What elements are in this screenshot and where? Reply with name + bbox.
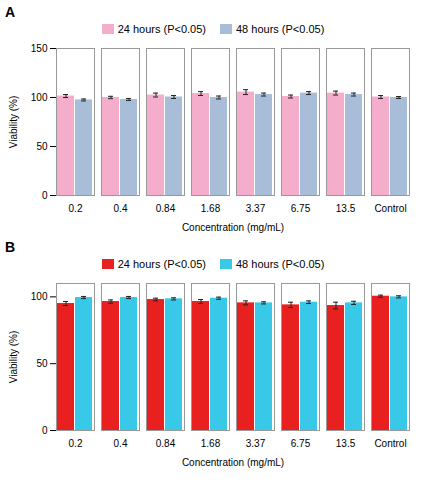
svg-text:Viability (%): Viability (%) [8, 331, 19, 384]
svg-text:1.68: 1.68 [201, 203, 221, 214]
svg-text:13.5: 13.5 [336, 203, 356, 214]
svg-text:100: 100 [31, 291, 48, 302]
svg-text:100: 100 [31, 92, 48, 103]
svg-text:0.4: 0.4 [114, 438, 128, 449]
svg-text:50: 50 [36, 141, 48, 152]
svg-text:Control: Control [374, 438, 406, 449]
svg-text:0: 0 [42, 425, 48, 436]
svg-text:6.75: 6.75 [291, 438, 311, 449]
svg-text:1.68: 1.68 [201, 438, 221, 449]
html-text:48 hours (P<0.05): 48 hours (P<0.05) [236, 258, 325, 270]
svg-text:13.5: 13.5 [336, 438, 356, 449]
svg-text:0.84: 0.84 [156, 203, 176, 214]
html-text:48 hours (P<0.05): 48 hours (P<0.05) [236, 23, 325, 35]
svg-text:150: 150 [31, 43, 48, 54]
svg-text:0.84: 0.84 [156, 438, 176, 449]
svg-text:6.75: 6.75 [291, 203, 311, 214]
html-text:A: A [5, 4, 16, 20]
svg-text:Control: Control [374, 203, 406, 214]
svg-text:0.4: 0.4 [114, 203, 128, 214]
html-text:24 hours (P<0.05): 24 hours (P<0.05) [117, 258, 206, 270]
svg-text:3.37: 3.37 [246, 203, 266, 214]
svg-text:Viability (%): Viability (%) [8, 96, 19, 149]
svg-text:0: 0 [42, 190, 48, 201]
html-text:B: B [5, 239, 16, 255]
svg-text:Concentration (mg/mL): Concentration (mg/mL) [182, 457, 284, 468]
svg-text:0.2: 0.2 [69, 438, 83, 449]
html-text:24 hours (P<0.05): 24 hours (P<0.05) [117, 23, 206, 35]
svg-text:3.37: 3.37 [246, 438, 266, 449]
svg-text:0.2: 0.2 [69, 203, 83, 214]
svg-text:50: 50 [36, 358, 48, 369]
svg-text:Concentration (mg/mL): Concentration (mg/mL) [182, 222, 284, 233]
